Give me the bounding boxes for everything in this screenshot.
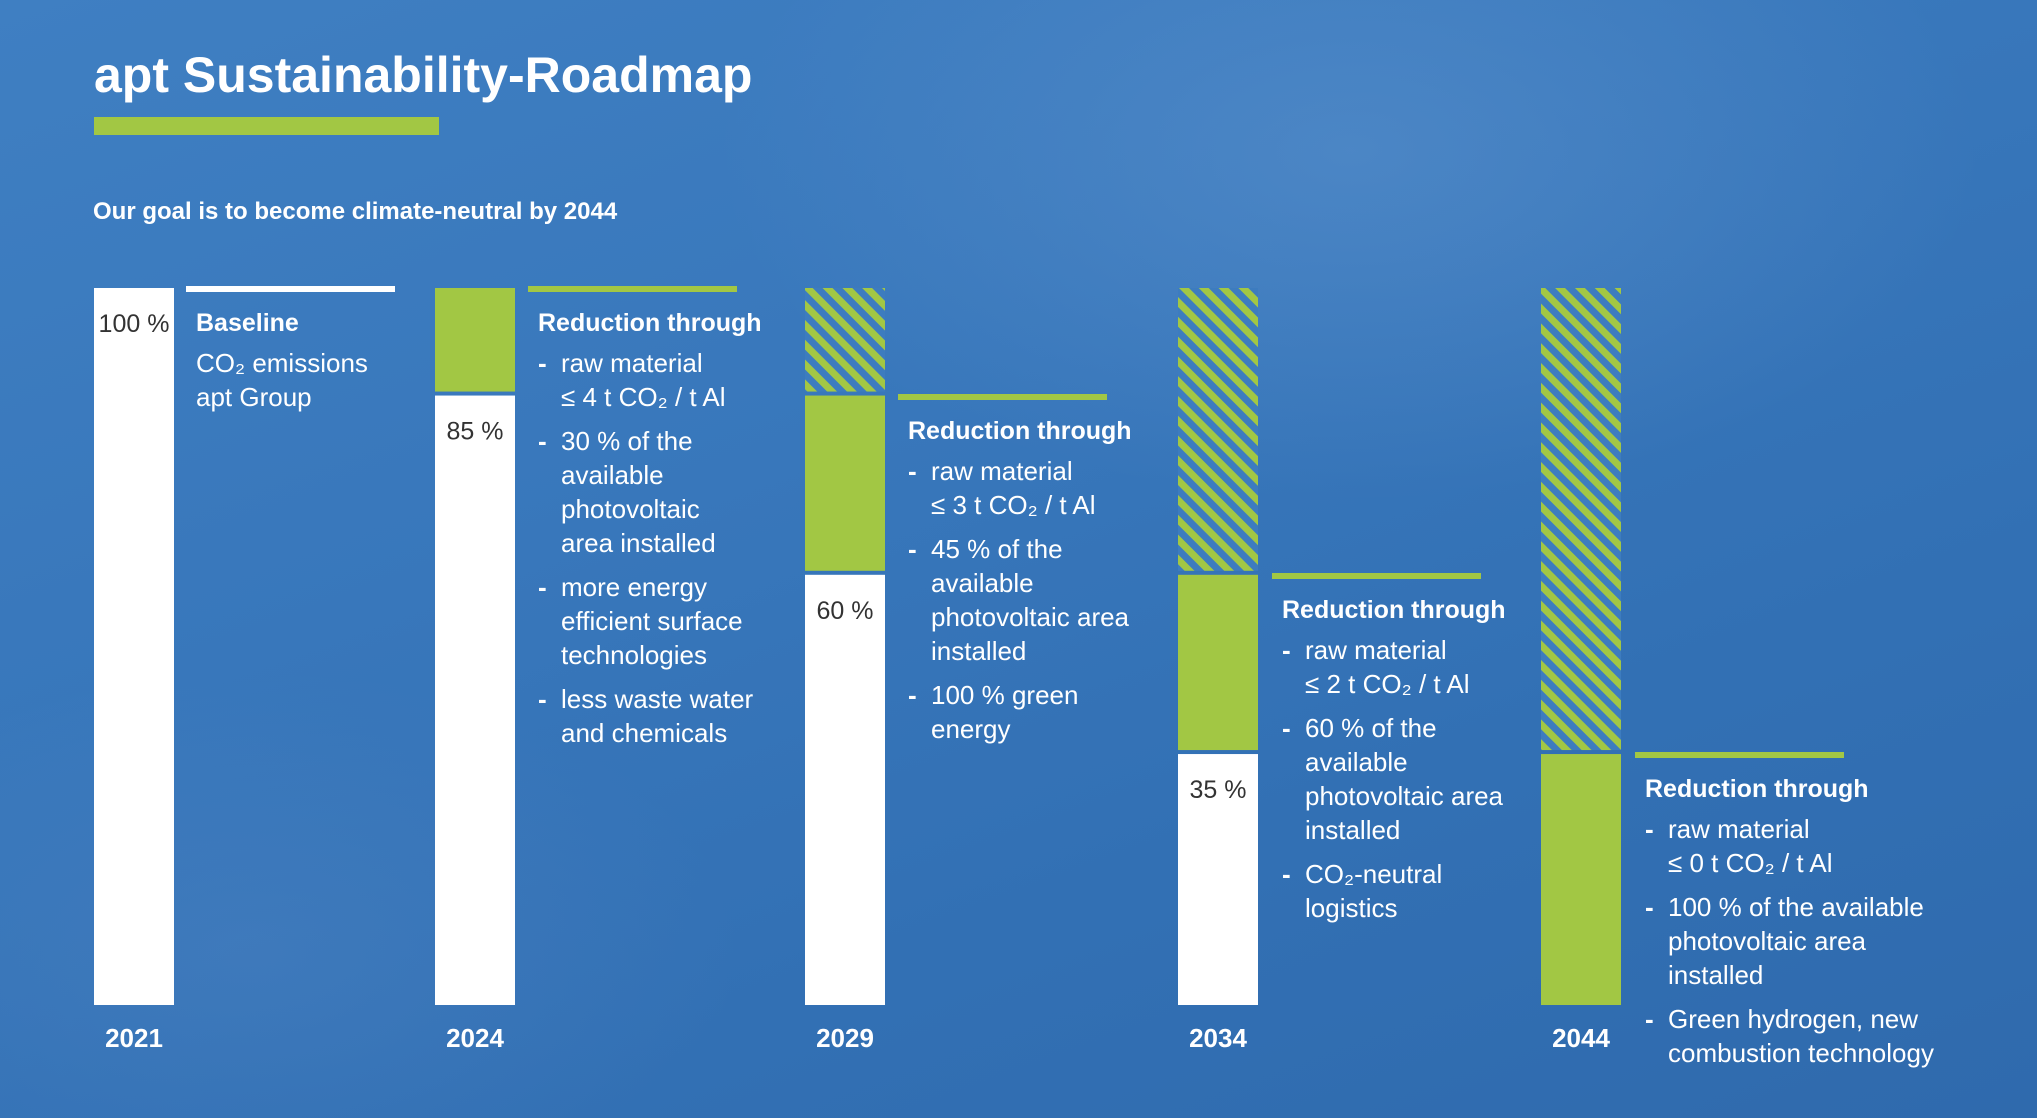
note-heading: Reduction through [908, 416, 1132, 445]
note-bullet-list: raw material ≤ 2 t CO₂ / t Al 60 % of the… [1282, 633, 1512, 925]
bar-step-reduction-2024 [435, 288, 515, 392]
note-heading: Reduction through [1645, 775, 1869, 804]
bar-remaining-2024 [435, 395, 515, 1005]
note-rule [1272, 572, 1481, 579]
title-underline [94, 117, 439, 135]
note-bullet-list: raw material ≤ 4 t CO₂ / t Al 30 % of the… [538, 346, 768, 750]
note-bullet-item: CO₂-neutral logistics [1282, 857, 1512, 925]
bar-remaining-2021 [94, 288, 174, 1005]
bars-layer: 100 % 2021 85 % 2024 60 % 2029 35 % 2034 2044 [94, 288, 1621, 1053]
note-rule [1635, 752, 1844, 759]
note-bullet-item: 60 % of the available photovoltaic area … [1282, 711, 1512, 847]
bar-earlier-reduction-2034 [1178, 288, 1258, 571]
note-rule [898, 393, 1107, 400]
year-label-2024: 2024 [446, 1023, 504, 1053]
note-heading: Reduction through [1282, 595, 1506, 624]
bar-earlier-reduction-2029 [805, 288, 885, 392]
note-2029: Reduction through raw material ≤ 3 t CO₂ … [898, 393, 1138, 756]
note-bullet-item: less waste water and chemicals [538, 682, 768, 750]
note-bullet-item: 100 % green energy [908, 678, 1138, 746]
bar-value-label-2024: 85 % [447, 418, 504, 446]
note-bullet-item: raw material ≤ 0 t CO₂ / t Al [1645, 812, 1965, 880]
note-2024: Reduction through raw material ≤ 4 t CO₂ … [528, 286, 768, 760]
bar-value-label-2034: 35 % [1190, 776, 1247, 804]
note-bullet-list: raw material ≤ 3 t CO₂ / t Al 45 % of the… [908, 454, 1138, 746]
year-label-2034: 2034 [1189, 1023, 1247, 1053]
note-bullet-item: raw material ≤ 2 t CO₂ / t Al [1282, 633, 1512, 701]
note-bullet-item: raw material ≤ 4 t CO₂ / t Al [538, 346, 768, 414]
note-bullet-item: 100 % of the available photovoltaic area… [1645, 890, 1965, 992]
note-heading: Baseline [196, 309, 299, 337]
note-rule [528, 286, 737, 292]
note-bullet-item: raw material ≤ 3 t CO₂ / t Al [908, 454, 1138, 522]
note-bullet-item: 30 % of the available photovoltaic area … [538, 424, 768, 560]
year-label-2044: 2044 [1552, 1023, 1610, 1053]
note-body: CO₂ emissions apt Group [196, 348, 368, 412]
bar-value-label-2029: 60 % [817, 597, 874, 625]
bar-value-label-2021: 100 % [99, 310, 170, 338]
page-title: apt Sustainability-Roadmap [94, 47, 753, 103]
note-2044: Reduction through raw material ≤ 0 t CO₂ … [1635, 752, 1965, 1080]
note-rule [186, 286, 395, 292]
bar-earlier-reduction-2044 [1541, 288, 1621, 751]
note-bullet-item: more energy efficient surface technologi… [538, 570, 768, 672]
bar-step-reduction-2029 [805, 395, 885, 571]
note-heading: Reduction through [538, 309, 762, 337]
bar-remaining-2029 [805, 574, 885, 1005]
note-2021: Baseline CO₂ emissions apt Group [186, 286, 426, 414]
year-label-2029: 2029 [816, 1023, 874, 1053]
bar-step-reduction-2044 [1541, 754, 1621, 1005]
bar-remaining-2034 [1178, 754, 1258, 1005]
note-bullet-item: 45 % of the available photovoltaic area … [908, 532, 1138, 668]
note-bullet-item: Green hydrogen, new combustion technolog… [1645, 1002, 1965, 1070]
page-subtitle: Our goal is to become climate-neutral by… [93, 198, 618, 225]
year-label-2021: 2021 [105, 1023, 163, 1053]
bar-step-reduction-2034 [1178, 574, 1258, 751]
note-bullet-list: raw material ≤ 0 t CO₂ / t Al 100 % of th… [1645, 812, 1965, 1070]
note-2034: Reduction through raw material ≤ 2 t CO₂ … [1272, 572, 1512, 935]
